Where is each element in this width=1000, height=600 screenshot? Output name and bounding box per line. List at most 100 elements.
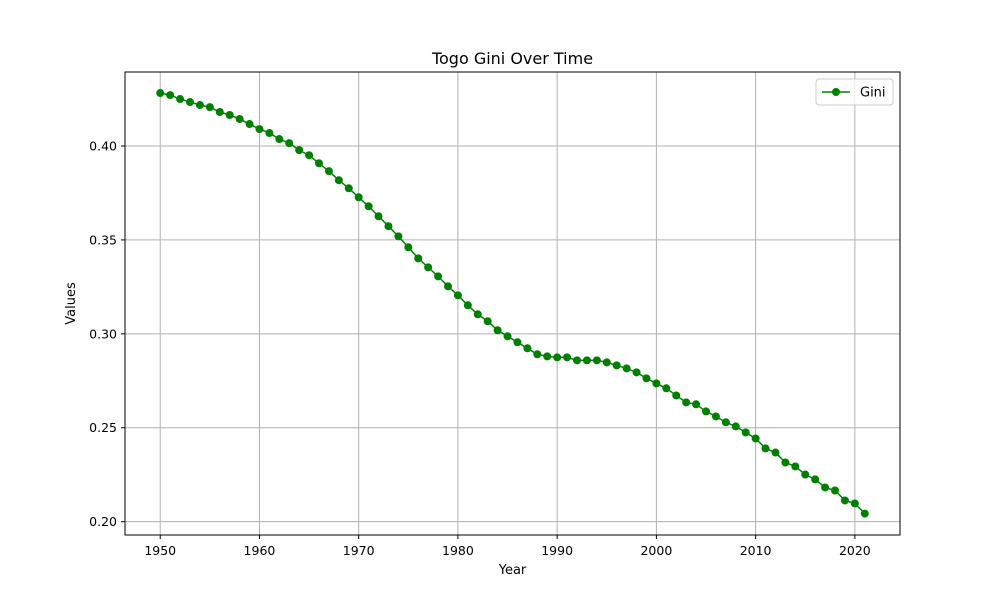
x-tick-label: 1970	[343, 543, 375, 558]
data-point-1956	[215, 108, 224, 117]
legend-marker-swatch	[832, 88, 840, 96]
data-point-2009	[741, 428, 750, 437]
series-line-gini	[160, 92, 866, 515]
data-point-1983	[483, 317, 492, 326]
data-point-2017	[821, 483, 830, 492]
data-point-1990	[553, 353, 562, 362]
grid	[125, 72, 900, 535]
data-point-2008	[731, 422, 740, 431]
data-point-1972	[374, 212, 383, 221]
data-point-1995	[602, 358, 611, 367]
data-point-1987	[523, 344, 532, 353]
data-point-1951	[166, 91, 175, 100]
data-point-1991	[563, 353, 572, 362]
y-tick-label: 0.35	[89, 232, 117, 247]
x-tick-label: 1990	[541, 543, 573, 558]
y-tick-label: 0.25	[89, 420, 117, 435]
y-tick-label: 0.20	[89, 514, 117, 529]
data-point-2021	[860, 509, 869, 518]
data-point-2016	[811, 475, 820, 484]
data-point-1974	[394, 232, 403, 241]
legend: Gini	[815, 78, 894, 106]
data-point-1958	[235, 114, 244, 123]
legend-frame	[815, 78, 894, 106]
data-point-1950	[156, 89, 165, 98]
data-point-1989	[543, 352, 552, 361]
data-point-1968	[334, 176, 343, 185]
y-axis: 0.20 0.25 0.30 0.35 0.40	[89, 139, 125, 529]
data-point-1980	[453, 291, 462, 300]
data-point-1979	[443, 282, 452, 291]
chart-title: Togo Gini Over Time	[431, 49, 593, 68]
data-point-1965	[305, 151, 314, 160]
x-tick-label: 2010	[740, 543, 772, 558]
data-point-1975	[404, 243, 413, 252]
data-point-2002	[672, 391, 681, 400]
data-point-1984	[493, 326, 502, 335]
data-point-1955	[205, 103, 214, 112]
legend-label-gini: Gini	[860, 86, 886, 101]
data-point-1982	[473, 310, 482, 319]
data-point-2011	[761, 444, 770, 453]
series-layer	[156, 89, 869, 518]
data-point-1970	[354, 193, 363, 202]
data-point-1994	[592, 356, 601, 365]
data-point-2013	[781, 458, 790, 467]
data-point-1952	[176, 95, 185, 104]
data-point-1954	[195, 101, 204, 110]
data-point-1988	[533, 350, 542, 359]
data-point-2000	[652, 379, 661, 388]
data-point-2014	[791, 462, 800, 471]
data-point-2003	[682, 398, 691, 407]
data-point-1966	[314, 159, 323, 168]
y-tick-label: 0.30	[89, 326, 117, 341]
data-point-1964	[295, 146, 304, 155]
data-point-1996	[612, 361, 621, 370]
data-point-1953	[185, 98, 194, 107]
x-axis-title: Year	[498, 563, 527, 578]
data-point-2005	[702, 407, 711, 416]
data-point-1976	[414, 254, 423, 263]
data-point-1957	[225, 111, 234, 120]
data-point-1981	[463, 301, 472, 310]
x-tick-label: 2000	[640, 543, 672, 558]
data-point-1961	[265, 129, 274, 138]
data-point-1985	[503, 332, 512, 341]
data-point-2010	[751, 434, 760, 443]
data-point-1973	[384, 222, 393, 231]
data-point-1993	[582, 356, 591, 365]
data-point-2019	[840, 496, 849, 505]
data-point-1971	[364, 202, 373, 211]
data-point-1986	[513, 338, 522, 347]
x-axis: 1950 1960 1970 1980 1990 2000 2010 2020	[144, 535, 871, 558]
data-point-2018	[831, 486, 840, 495]
y-tick-label: 0.40	[89, 139, 117, 154]
data-point-2001	[662, 384, 671, 393]
data-point-2012	[771, 448, 780, 457]
data-point-2006	[711, 412, 720, 421]
data-point-1960	[255, 125, 264, 134]
data-point-1969	[344, 184, 353, 193]
x-tick-label: 1960	[244, 543, 276, 558]
data-point-1997	[622, 364, 631, 373]
data-point-1959	[245, 120, 254, 129]
data-point-2020	[850, 499, 859, 508]
data-point-1977	[424, 263, 433, 272]
data-point-1978	[434, 272, 443, 281]
data-point-1967	[324, 167, 333, 176]
plot-area-frame	[124, 71, 901, 536]
x-tick-label: 2020	[839, 543, 871, 558]
x-tick-label: 1950	[144, 543, 176, 558]
data-point-1998	[632, 368, 641, 377]
x-tick-label: 1980	[442, 543, 474, 558]
data-point-2007	[721, 418, 730, 427]
y-axis-title: Values	[64, 282, 79, 325]
data-point-1963	[285, 139, 294, 148]
data-point-2004	[692, 400, 701, 409]
data-point-1992	[573, 356, 582, 365]
data-point-1999	[642, 374, 651, 383]
data-point-2015	[801, 470, 810, 479]
data-point-1962	[275, 135, 284, 144]
